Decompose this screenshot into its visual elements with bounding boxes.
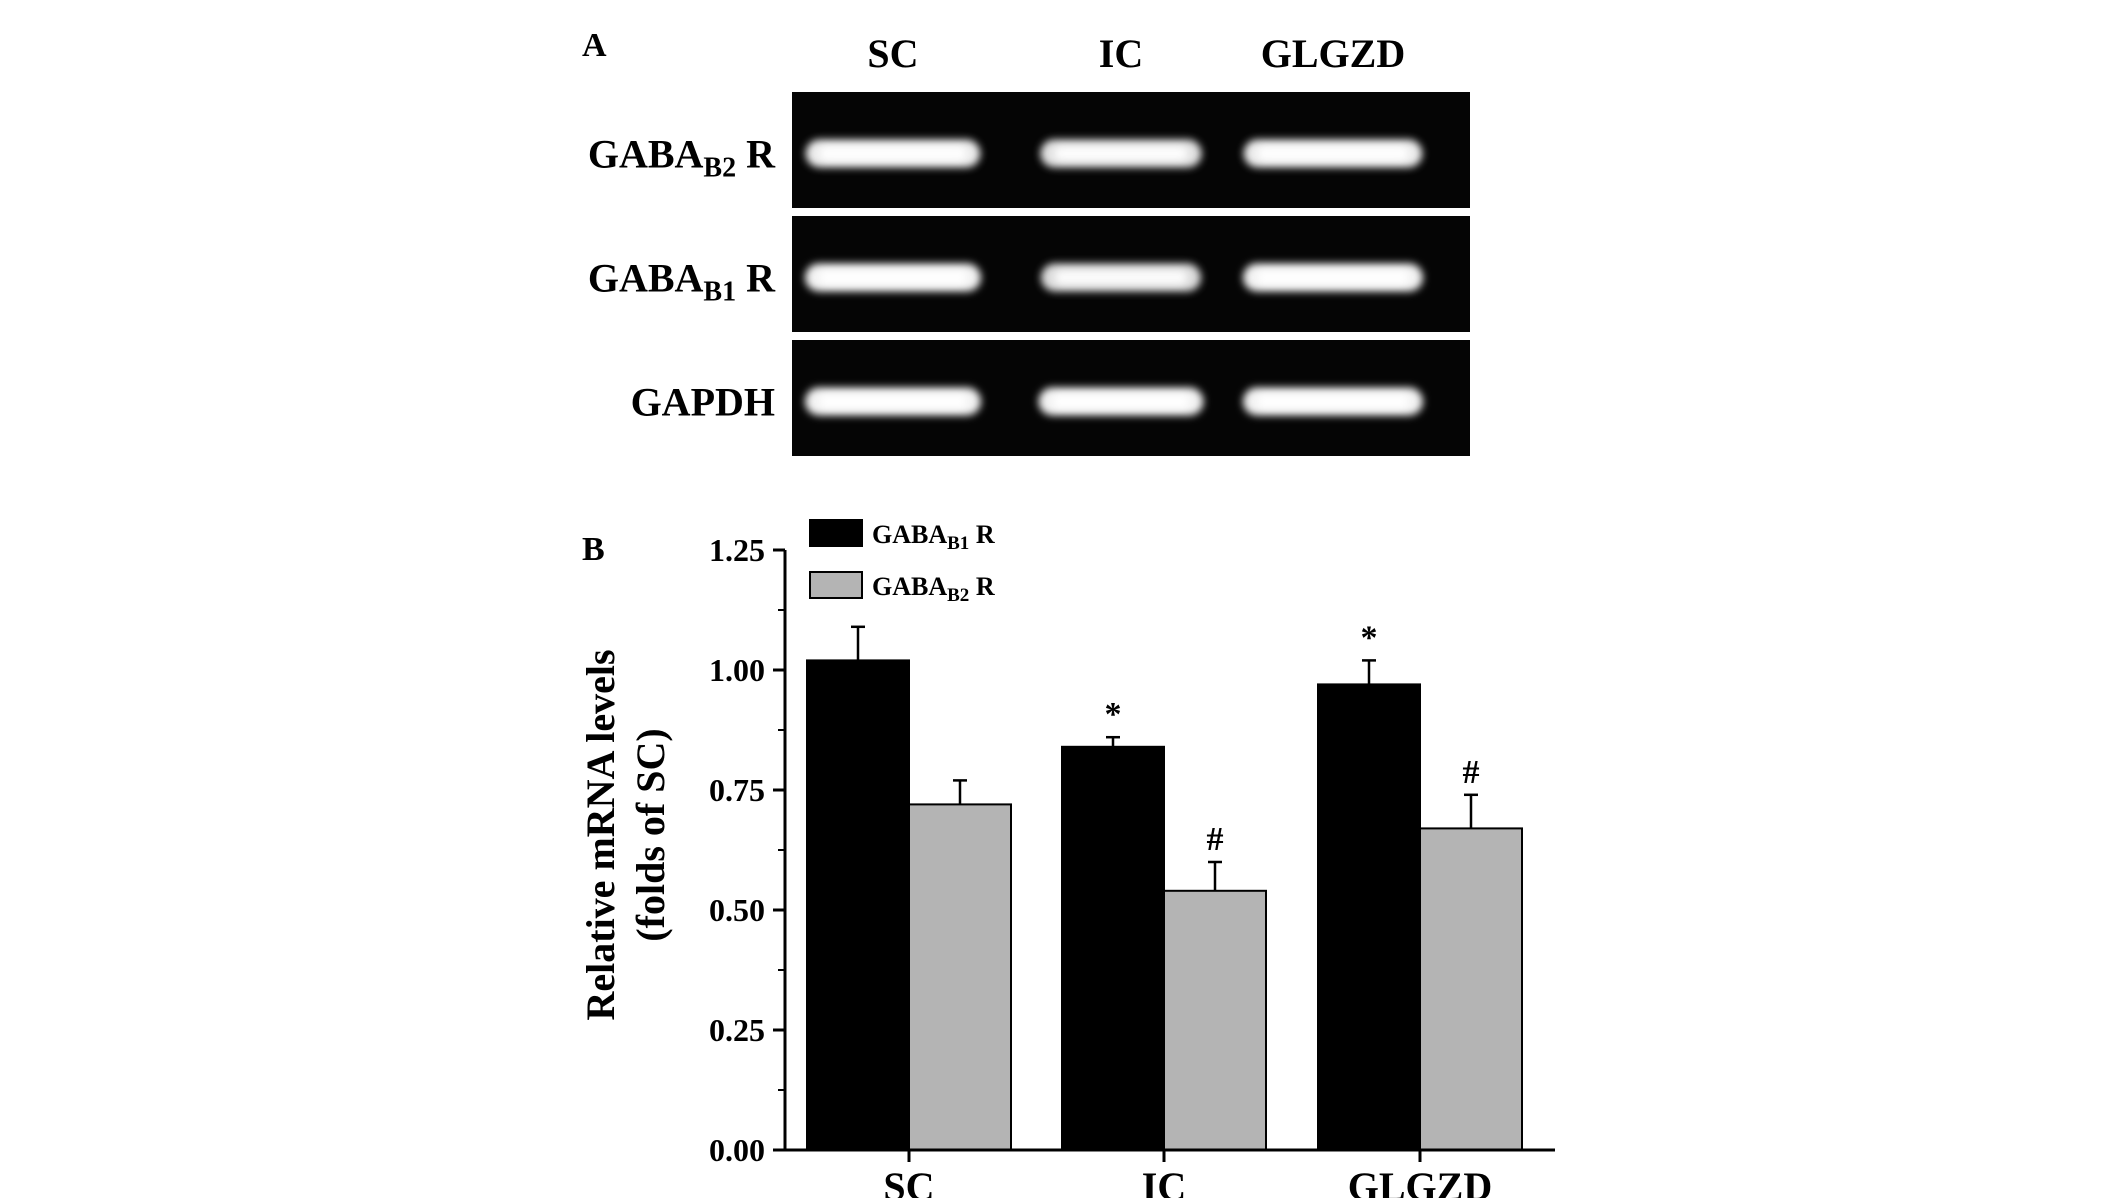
significance-mark: # [1207, 821, 1224, 858]
significance-mark: * [1361, 619, 1378, 656]
significance-mark: * [1105, 696, 1122, 733]
gel-band-core [1054, 146, 1188, 161]
gel-row-label: GAPDH [631, 379, 775, 424]
gel-row-label: GABAB2 R [588, 131, 776, 183]
lane-label-ic: IC [1099, 31, 1143, 76]
lane-label-sc: SC [867, 31, 918, 76]
bar-glgzd-b2 [1419, 827, 1523, 1152]
gel-band-core [819, 270, 967, 285]
error-bars [851, 625, 1478, 891]
y-tick-label: 1.25 [709, 532, 765, 568]
gel-band-core [1054, 270, 1188, 285]
legend-swatch [809, 519, 863, 547]
x-tick-label: GLGZD [1348, 1164, 1492, 1198]
legend-label: GABAB1 R [872, 520, 995, 554]
lane-labels: SC IC GLGZD [867, 31, 1405, 76]
panel-a-gel: A SC IC GLGZD GABAB2 R GABAB1 R GAPDH [582, 27, 1470, 456]
gel-band-core [1257, 394, 1409, 409]
legend-swatch [809, 571, 863, 599]
gel-band-core [1257, 270, 1409, 285]
x-ticks: SC IC GLGZD [883, 1150, 1492, 1198]
panel-a-label: A [582, 27, 607, 64]
legend-item-b1: GABAB1 R [809, 519, 995, 554]
y-axis-label-line1: Relative mRNA levels [578, 649, 623, 1020]
gel-band-core [1052, 394, 1190, 409]
bar-glgzd-b1 [1317, 683, 1421, 1152]
gel-band-core [819, 394, 967, 409]
bar-ic-b1 [1061, 745, 1165, 1151]
bars [806, 659, 1523, 1152]
y-tick-label: 0.25 [709, 1012, 765, 1048]
panel-b-label: B [582, 531, 605, 568]
x-tick-label: SC [883, 1164, 934, 1198]
gel-row-label: GABAB1 R [588, 255, 776, 307]
y-axis-label-line2: (folds of SC) [628, 728, 673, 941]
y-tick-label: 0.75 [709, 772, 765, 808]
bar-sc-b2 [908, 803, 1012, 1152]
gel-row-gapdh: GAPDH [631, 340, 1470, 456]
legend-item-b2: GABAB2 R [809, 571, 995, 606]
significance-mark: # [1463, 754, 1480, 791]
y-tick-label: 0.50 [709, 892, 765, 928]
y-tick-label: 0.00 [709, 1132, 765, 1168]
y-ticks: 0.00 0.25 0.50 0.75 1.00 1.25 [709, 532, 785, 1168]
x-tick-label: IC [1142, 1164, 1186, 1198]
gel-row-gaba-b1: GABAB1 R [588, 216, 1470, 332]
legend: GABAB1 R GABAB2 R [809, 519, 995, 606]
gel-band-core [1257, 146, 1409, 161]
significance-marks: * # * # [1105, 619, 1480, 858]
y-tick-label: 1.00 [709, 652, 765, 688]
bar-sc-b1 [806, 659, 910, 1152]
gel-row-gaba-b2: GABAB2 R [588, 92, 1470, 208]
gel-band-core [819, 146, 967, 161]
lane-label-glgzd: GLGZD [1261, 31, 1405, 76]
legend-label: GABAB2 R [872, 572, 995, 606]
gel-rows: GABAB2 R GABAB1 R GAPDH [588, 92, 1470, 456]
bar-ic-b2 [1163, 889, 1267, 1151]
